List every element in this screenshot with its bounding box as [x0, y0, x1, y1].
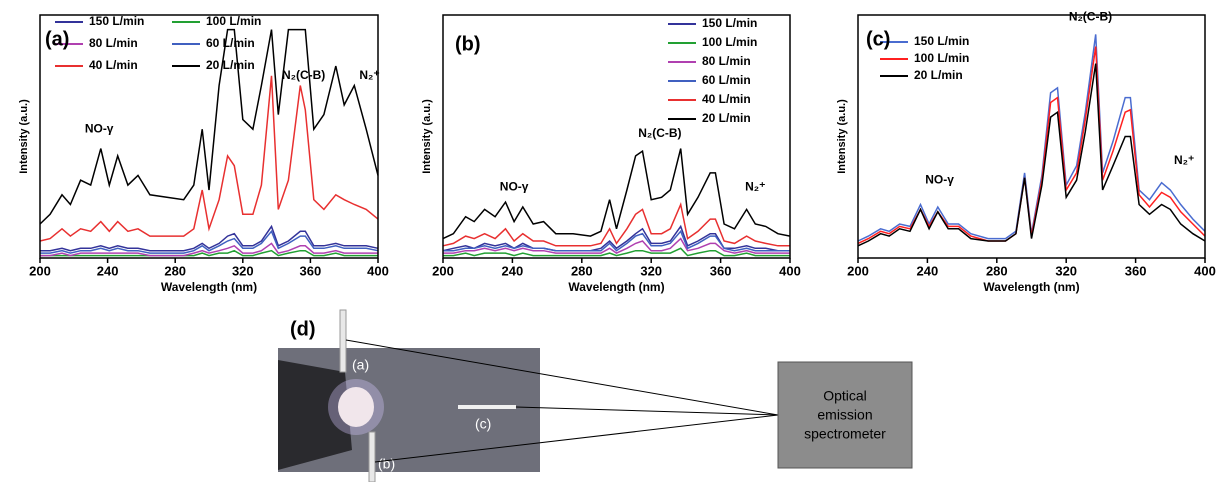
- chart: 150 L/min 100 L/min 80 L/min 60 L/min 40 L/m…: [18, 14, 389, 294]
- y-axis-label: Intensity (a.u.): [421, 99, 433, 174]
- panel-label: (a): [45, 28, 69, 50]
- x-tick-label: 280: [164, 263, 186, 278]
- series-line: [443, 237, 790, 254]
- legend-label: 20 L/min: [702, 111, 751, 125]
- x-axis-label: Wavelength (nm): [161, 280, 257, 294]
- plasma: [338, 387, 374, 427]
- series-line: [39, 75, 379, 242]
- legend-label: 100 L/min: [206, 14, 261, 28]
- series-line: [857, 46, 1206, 245]
- diagram: (d) (a) (b) (c) Optical emission spectro…: [278, 309, 913, 482]
- legend-label: 100 L/min: [914, 51, 969, 65]
- box-text: emission: [817, 407, 872, 423]
- series-line: [857, 34, 1206, 242]
- legend-label: 40 L/min: [702, 92, 751, 106]
- series-line: [442, 201, 790, 247]
- legend-label: 100 L/min: [702, 35, 757, 49]
- plot-frame: [857, 14, 1206, 259]
- series-line: [442, 224, 790, 252]
- box-text: Optical: [823, 388, 867, 404]
- annotation: NO-γ: [925, 172, 954, 186]
- fiber: [345, 339, 779, 416]
- probe-label: (c): [475, 416, 491, 432]
- x-tick-label: 320: [640, 263, 662, 278]
- chart: 150 L/min 100 L/min 20 L/min 200 240 280 320 36…: [836, 10, 1216, 295]
- x-tick-label: 200: [29, 263, 51, 278]
- x-tick-label: 320: [232, 263, 254, 278]
- probe-label: (a): [352, 357, 369, 373]
- x-tick-label: 360: [300, 263, 322, 278]
- annotation: N₂(C-B): [638, 126, 681, 140]
- legend-label: 150 L/min: [89, 14, 144, 28]
- legend-label: 80 L/min: [702, 54, 751, 68]
- series-line: [40, 224, 379, 252]
- legend-label: 150 L/min: [914, 34, 969, 48]
- x-tick-label: 400: [779, 263, 801, 278]
- x-axis-label: Wavelength (nm): [568, 280, 664, 294]
- fiber: [515, 406, 779, 416]
- x-tick-label: 360: [1125, 263, 1147, 278]
- probe-c: [458, 405, 516, 409]
- legend-label: 150 L/min: [702, 16, 757, 30]
- nozzle: [278, 360, 352, 470]
- plot-frame: [39, 14, 379, 259]
- probe-b: [368, 431, 376, 482]
- x-tick-label: 320: [1055, 263, 1077, 278]
- chart: 150 L/min 100 L/min 80 L/min 60 L/min 40 L/m…: [421, 14, 801, 294]
- legend-label: 60 L/min: [206, 36, 255, 50]
- annotation: NO-γ: [500, 180, 529, 194]
- annotation: N₂(C-B): [282, 68, 325, 82]
- x-axis-label: Wavelength (nm): [983, 280, 1079, 294]
- x-tick-label: 360: [710, 263, 732, 278]
- x-tick-label: 240: [97, 263, 119, 278]
- x-tick-label: 240: [917, 263, 939, 278]
- x-tick-label: 400: [367, 263, 389, 278]
- x-tick-label: 240: [502, 263, 524, 278]
- series-line: [39, 28, 379, 225]
- annotation: N₂⁺: [359, 68, 379, 82]
- series-line: [40, 249, 378, 257]
- x-tick-label: 200: [432, 263, 454, 278]
- box-text: spectrometer: [804, 426, 886, 442]
- legend-label: 60 L/min: [702, 73, 751, 87]
- series-line: [40, 242, 378, 257]
- probe-label: (b): [378, 456, 395, 472]
- series-line: [857, 63, 1206, 247]
- y-axis-label: Intensity (a.u.): [18, 99, 30, 174]
- y-axis-label: Intensity (a.u.): [836, 99, 848, 174]
- fiber: [374, 414, 779, 463]
- annotation: NO-γ: [85, 121, 114, 135]
- panel-label: (d): [290, 318, 316, 340]
- legend-label: 40 L/min: [89, 58, 138, 72]
- plot-frame: [442, 14, 791, 259]
- legend-label: 20 L/min: [206, 58, 255, 72]
- panel-label: (c): [866, 28, 890, 50]
- x-tick-label: 200: [847, 263, 869, 278]
- x-tick-label: 400: [1194, 263, 1216, 278]
- legend-label: 20 L/min: [914, 68, 963, 82]
- x-tick-label: 280: [571, 263, 593, 278]
- annotation: N₂⁺: [1174, 153, 1194, 167]
- series-line: [442, 148, 791, 240]
- spectrometer: [777, 361, 913, 469]
- plasma-glow: [328, 379, 384, 435]
- series-line: [443, 229, 790, 252]
- legend-label: 80 L/min: [89, 36, 138, 50]
- series-line: [443, 247, 790, 257]
- series-line: [40, 229, 379, 254]
- annotation: N₂(C-B): [1069, 10, 1112, 24]
- panel-label: (b): [455, 33, 481, 55]
- probe-a: [339, 309, 347, 373]
- annotation: N₂⁺: [745, 180, 765, 194]
- x-tick-label: 280: [986, 263, 1008, 278]
